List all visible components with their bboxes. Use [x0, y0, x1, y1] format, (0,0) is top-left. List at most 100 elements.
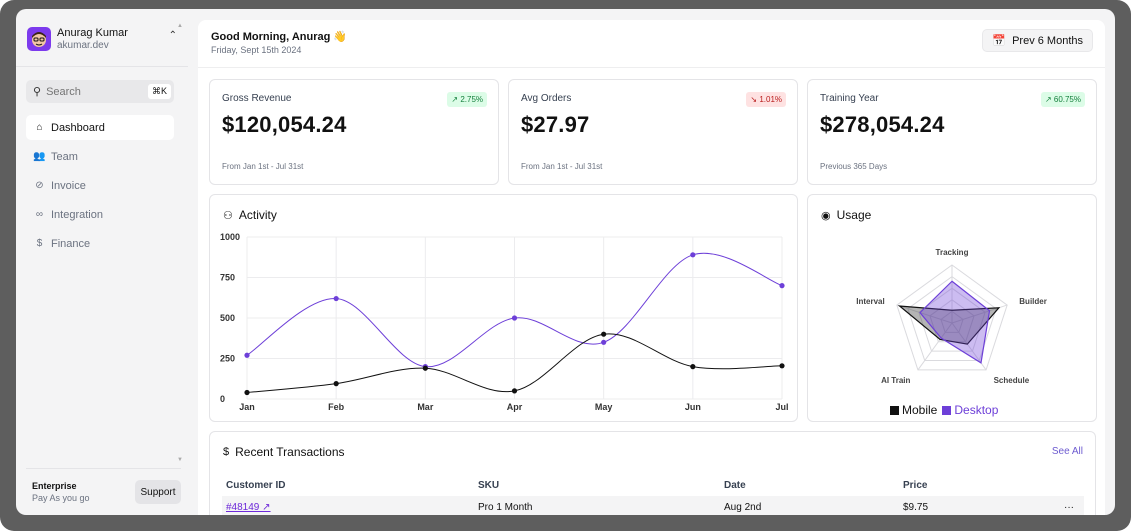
- transactions-card: $ Recent Transactions See All Customer I…: [209, 431, 1096, 515]
- column-header-actions: [1054, 474, 1084, 496]
- stat-note: From Jan 1st - Jul 31st: [521, 162, 603, 171]
- dollar-icon: $: [36, 238, 43, 249]
- sidebar-item-team[interactable]: 👥 Team: [26, 144, 174, 169]
- divider: [198, 67, 1105, 68]
- date-range-label: Prev 6 Months: [1012, 34, 1083, 47]
- customer-id-cell: #48149 ↗: [222, 496, 478, 515]
- activity-title: ⚇ Activity: [223, 208, 277, 222]
- price-cell: $9.75: [903, 496, 1054, 515]
- transactions-title-text: Recent Transactions: [235, 445, 345, 459]
- stat-value: $27.97: [521, 112, 590, 137]
- legend-label: Mobile: [902, 403, 938, 417]
- trend-badge: ↗ 60.75%: [1040, 92, 1085, 107]
- sidebar-item-label: Invoice: [51, 179, 86, 192]
- sidebar-item-dashboard[interactable]: ⌂ Dashboard: [26, 115, 174, 140]
- profile-switcher[interactable]: Anurag Kumar akumar.dev ⌃: [27, 19, 177, 59]
- data-point[interactable]: [333, 381, 339, 387]
- x-tick-label: Jul: [775, 402, 788, 412]
- plan-title: Enterprise: [32, 481, 77, 491]
- scroll-down-icon[interactable]: ▼: [177, 457, 183, 463]
- trend-badge: ↘ 1.01%: [746, 92, 786, 107]
- data-point[interactable]: [422, 365, 428, 371]
- y-tick-label: 750: [220, 273, 235, 283]
- legend-item-mobile: Mobile: [890, 403, 937, 417]
- x-tick-label: Apr: [507, 402, 523, 412]
- plan-subtitle: Pay As you go: [32, 493, 90, 503]
- radar-axis-label: Interval: [856, 297, 884, 306]
- radar-spoke: [917, 322, 953, 371]
- stat-label: Avg Orders: [521, 93, 572, 104]
- date-range-button[interactable]: 📅 Prev 6 Months: [982, 29, 1093, 52]
- plan-info: Enterprise Pay As you go: [32, 481, 90, 503]
- sidebar-item-label: Team: [51, 150, 78, 163]
- x-tick-label: May: [595, 402, 613, 412]
- user-domain: akumar.dev: [57, 39, 109, 51]
- sidebar-item-integration[interactable]: ∞ Integration: [26, 202, 174, 227]
- home-icon: ⌂: [36, 122, 43, 133]
- stat-label: Training Year: [820, 93, 879, 104]
- data-point[interactable]: [333, 295, 339, 302]
- sidebar-item-label: Integration: [51, 208, 103, 221]
- radar-grid-ring: [896, 264, 1008, 371]
- activity-chart: 0 250 500 750 1000 Jan Feb Mar Apr May Jun Jul: [220, 232, 789, 412]
- stat-card-avg-orders: Avg Orders ↘ 1.01% $27.97 From Jan 1st -…: [508, 79, 798, 185]
- transactions-table: Customer ID SKU Date Price #48149 ↗ Pro …: [222, 474, 1084, 515]
- stat-label: Gross Revenue: [222, 93, 292, 104]
- data-point[interactable]: [690, 364, 696, 370]
- column-header: Date: [724, 479, 746, 491]
- legend-item-desktop: Desktop: [942, 403, 998, 417]
- data-point[interactable]: [779, 363, 785, 369]
- scroll-up-icon[interactable]: ▲: [177, 23, 183, 29]
- table-row[interactable]: #48149 ↗ Pro 1 Month Aug 2nd $9.75 ···: [222, 496, 1084, 515]
- y-tick-label: 0: [220, 394, 225, 404]
- customer-id-link[interactable]: #48149 ↗: [226, 501, 271, 513]
- radar-series-mobile: [897, 305, 1001, 345]
- data-point[interactable]: [244, 352, 250, 358]
- x-tick-label: Feb: [328, 402, 345, 412]
- stat-note: Previous 365 Days: [820, 162, 888, 171]
- data-point[interactable]: [601, 339, 607, 345]
- sidebar-item-label: Dashboard: [51, 121, 105, 134]
- search-input[interactable]: [46, 85, 142, 98]
- greeting-date: Friday, Sept 15th 2024: [211, 45, 302, 55]
- stat-value: $120,054.24: [222, 112, 347, 137]
- sidebar-nav: ⌂ Dashboard 👥 Team ⊘ Invoice ∞ Integrati…: [26, 115, 174, 260]
- avatar-face-icon: [32, 32, 46, 47]
- search-box[interactable]: ⚲ ⌘K: [26, 80, 174, 103]
- date-cell: Aug 2nd: [724, 496, 903, 515]
- data-point[interactable]: [511, 315, 518, 321]
- radar-axis-label: AI Train: [881, 376, 910, 385]
- dollar-icon: $: [223, 446, 230, 458]
- eye-icon: ◉: [821, 209, 831, 222]
- x-tick-label: Mar: [417, 402, 434, 412]
- radar-axis-label: Builder: [1019, 297, 1047, 306]
- y-tick-label: 500: [220, 313, 235, 323]
- trend-badge: ↗ 2.75%: [447, 92, 487, 107]
- app-window: Anurag Kumar akumar.dev ⌃ ⚲ ⌘K ⌂ Dashboa…: [16, 9, 1115, 515]
- main-content: Good Morning, Anurag 👋 Friday, Sept 15th…: [198, 20, 1105, 515]
- sidebar-scrollbar[interactable]: ▲ ▼: [177, 23, 185, 463]
- chart-legend: Mobile Desktop: [890, 403, 1003, 417]
- user-name: Anurag Kumar: [57, 26, 128, 39]
- data-point[interactable]: [511, 388, 518, 394]
- data-point[interactable]: [244, 389, 250, 396]
- support-button[interactable]: Support: [135, 480, 181, 504]
- data-point[interactable]: [690, 252, 696, 258]
- data-point[interactable]: [779, 283, 785, 289]
- sidebar-item-invoice[interactable]: ⊘ Invoice: [26, 173, 174, 198]
- shortcut-badge: ⌘K: [147, 84, 171, 99]
- transactions-title: $ Recent Transactions: [223, 445, 345, 459]
- sidebar-item-finance[interactable]: $ Finance: [26, 231, 174, 256]
- column-header: Customer ID: [226, 479, 286, 491]
- radar-grid-ring: [907, 275, 997, 362]
- user-icon: ⚇: [223, 209, 233, 222]
- radar-spoke: [896, 304, 953, 324]
- data-point[interactable]: [601, 331, 607, 337]
- column-header: Price: [903, 479, 928, 491]
- x-tick-label: Jan: [239, 402, 255, 412]
- users-icon: 👥: [33, 151, 46, 162]
- sidebar: Anurag Kumar akumar.dev ⌃ ⚲ ⌘K ⌂ Dashboa…: [16, 9, 188, 515]
- row-menu-button[interactable]: ···: [1054, 496, 1084, 515]
- see-all-link[interactable]: See All: [1051, 446, 1083, 457]
- greeting-title: Good Morning, Anurag 👋: [211, 31, 348, 43]
